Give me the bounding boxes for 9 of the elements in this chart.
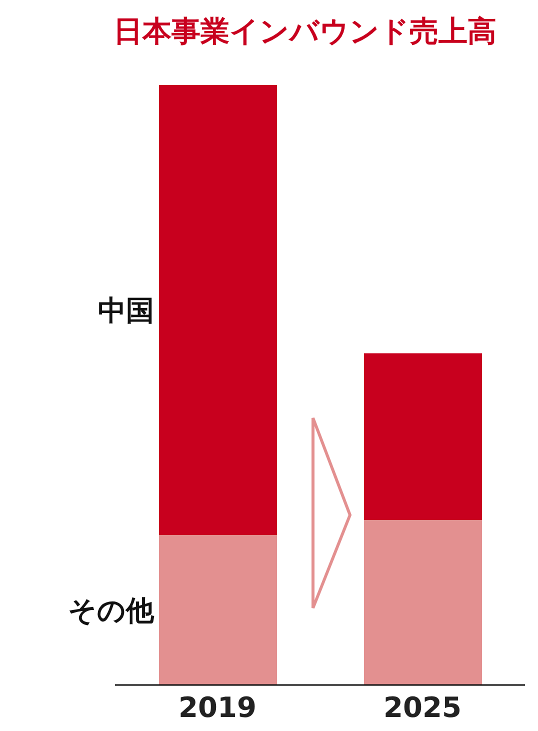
- series-label: 中国: [98, 293, 154, 329]
- x-tick-label: 2019: [178, 690, 256, 724]
- bar: [159, 535, 277, 685]
- bar: [364, 520, 482, 685]
- series-label: その他: [68, 593, 154, 629]
- bar: [159, 85, 277, 535]
- x-tick-label: 2025: [384, 690, 462, 724]
- chart-title: 日本事業インバウンド売上高: [112, 13, 498, 50]
- bar: [364, 353, 482, 520]
